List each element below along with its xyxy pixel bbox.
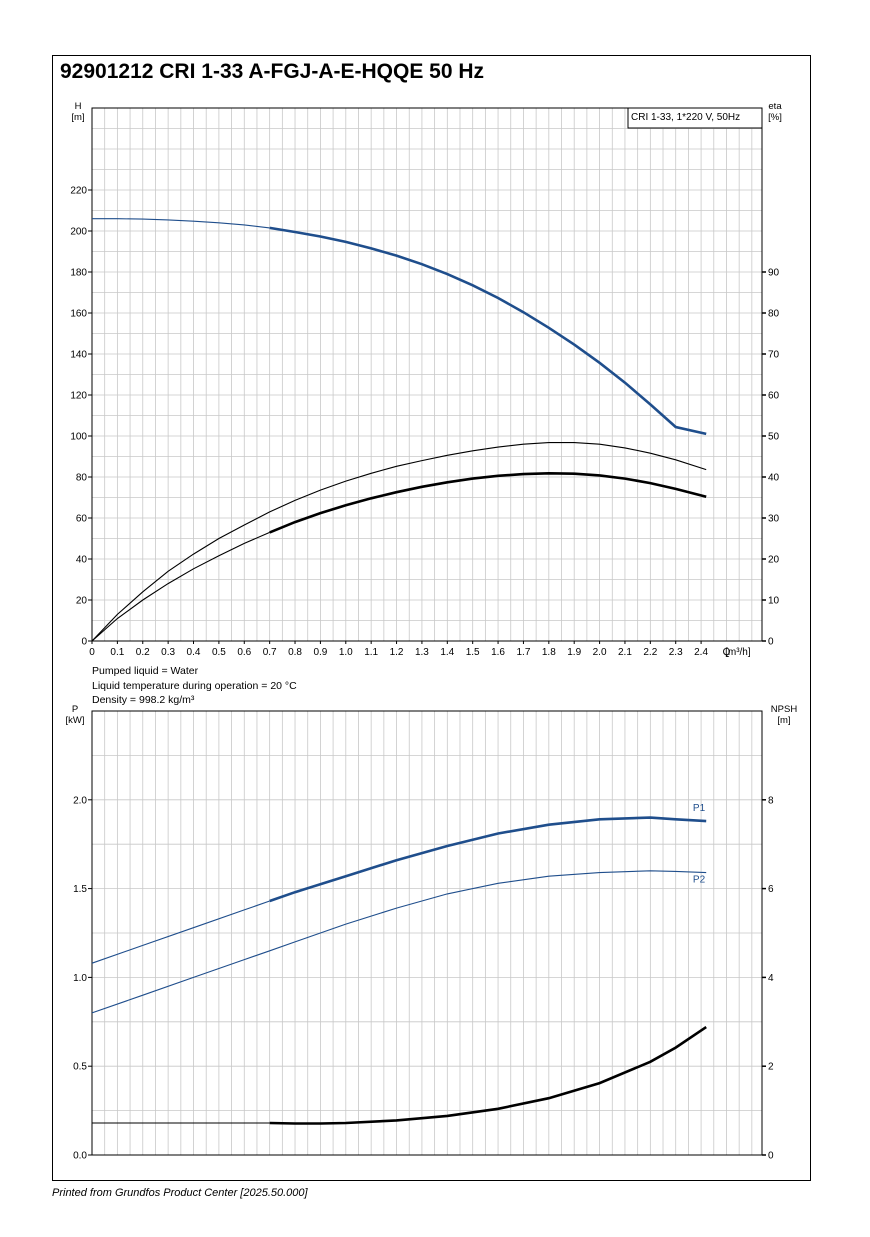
y-axis-unit-right: [%] <box>768 112 782 123</box>
y-tick-label-right: 4 <box>768 973 774 984</box>
y-tick-label-left: 100 <box>70 432 87 443</box>
y-tick-label-right: 0 <box>768 637 774 648</box>
y-tick-label-left: 60 <box>76 514 88 525</box>
y-tick-label-right: 6 <box>768 884 774 895</box>
liquid-info-line: Liquid temperature during operation = 20… <box>92 680 297 692</box>
x-axis-unit: [m³/h] <box>725 647 751 658</box>
y-tick-label-right: 0 <box>768 1151 774 1162</box>
legend-text: CRI 1-33, 1*220 V, 50Hz <box>631 112 740 123</box>
x-tick-label: 1.6 <box>491 647 505 658</box>
series-label: P2 <box>693 875 706 886</box>
x-tick-label: 0.2 <box>136 647 150 658</box>
x-tick-label: 1.0 <box>339 647 353 658</box>
y-tick-label-right: 30 <box>768 514 780 525</box>
y-tick-label-left: 120 <box>70 391 87 402</box>
x-tick-label: 2.0 <box>593 647 607 658</box>
y-tick-label-left: 20 <box>76 596 88 607</box>
x-tick-label: 0.8 <box>288 647 302 658</box>
x-tick-label: 1.4 <box>440 647 454 658</box>
series-line-bold <box>269 816 707 903</box>
x-tick-label: 0.6 <box>237 647 251 658</box>
y-tick-label-left: 160 <box>70 309 87 320</box>
series-label: P1 <box>693 803 706 814</box>
y-tick-label-left: 80 <box>76 473 88 484</box>
x-tick-label: 0.4 <box>187 647 201 658</box>
x-tick-label: 0 <box>89 647 95 658</box>
series-line-thin <box>91 531 270 642</box>
plot-area-border <box>91 710 763 1156</box>
footer-note: Printed from Grundfos Product Center [20… <box>52 1187 308 1199</box>
y-axis-unit-left: [kW] <box>66 715 85 726</box>
series-line-bold <box>269 471 707 534</box>
x-tick-label: 1.8 <box>542 647 556 658</box>
y-tick-label-left: 200 <box>70 227 87 238</box>
x-axis-label: Q <box>723 647 731 658</box>
x-tick-label: 1.1 <box>364 647 378 658</box>
series-line-thin <box>92 218 270 229</box>
x-tick-label: 2.1 <box>618 647 632 658</box>
x-tick-label: 2.3 <box>669 647 683 658</box>
y-tick-label-left: 0.0 <box>73 1151 87 1162</box>
y-tick-label-left: 0.5 <box>73 1062 87 1073</box>
x-tick-label: 1.2 <box>390 647 404 658</box>
y-tick-label-right: 40 <box>768 473 780 484</box>
series-line-thin <box>91 442 707 642</box>
legend-box <box>627 107 763 129</box>
x-tick-label: 1.5 <box>466 647 480 658</box>
series-line-thin <box>91 870 707 1014</box>
y-tick-label-left: 1.5 <box>73 884 87 895</box>
y-tick-label-right: 10 <box>768 596 780 607</box>
y-tick-label-left: 140 <box>70 350 87 361</box>
y-tick-label-right: 70 <box>768 350 780 361</box>
x-tick-label: 0.1 <box>110 647 124 658</box>
series-line-bold <box>269 226 707 436</box>
y-axis-unit-left: [m] <box>71 112 84 123</box>
x-tick-label: 1.7 <box>516 647 530 658</box>
y-tick-label-left: 2.0 <box>73 795 87 806</box>
x-tick-label: 0.5 <box>212 647 226 658</box>
liquid-info-line: Pumped liquid = Water <box>92 665 199 677</box>
y-tick-label-left: 180 <box>70 268 87 279</box>
x-tick-label: 2.4 <box>694 647 708 658</box>
x-tick-label: 0.9 <box>313 647 327 658</box>
plot-area-border <box>91 107 763 642</box>
y-tick-label-right: 8 <box>768 795 774 806</box>
x-tick-label: 1.3 <box>415 647 429 658</box>
x-tick-label: 0.3 <box>161 647 175 658</box>
series-line-thin <box>91 900 270 964</box>
y-tick-label-right: 80 <box>768 309 780 320</box>
y-tick-label-right: 60 <box>768 391 780 402</box>
y-tick-label-right: 2 <box>768 1062 774 1073</box>
x-tick-label: 0.7 <box>263 647 277 658</box>
y-tick-label-left: 220 <box>70 186 87 197</box>
x-tick-label: 2.2 <box>643 647 657 658</box>
chart-frame <box>52 55 811 1181</box>
y-tick-label-right: 90 <box>768 268 780 279</box>
y-tick-label-left: 0 <box>81 637 87 648</box>
y-axis-label-right: eta <box>768 101 782 112</box>
page-title: 92901212 CRI 1-33 A-FGJ-A-E-HQQE 50 Hz <box>60 60 485 83</box>
y-axis-label-left: P <box>72 704 78 715</box>
y-axis-label-right: NPSH <box>771 704 798 715</box>
y-tick-label-left: 40 <box>76 555 88 566</box>
x-tick-label: 1.9 <box>567 647 581 658</box>
liquid-info-line: Density = 998.2 kg/m³ <box>92 694 195 706</box>
y-axis-unit-right: [m] <box>777 715 790 726</box>
y-tick-label-right: 50 <box>768 432 780 443</box>
y-tick-label-right: 20 <box>768 555 780 566</box>
series-line-bold <box>269 1026 707 1125</box>
y-axis-label-left: H <box>75 101 82 112</box>
y-tick-label-left: 1.0 <box>73 973 87 984</box>
